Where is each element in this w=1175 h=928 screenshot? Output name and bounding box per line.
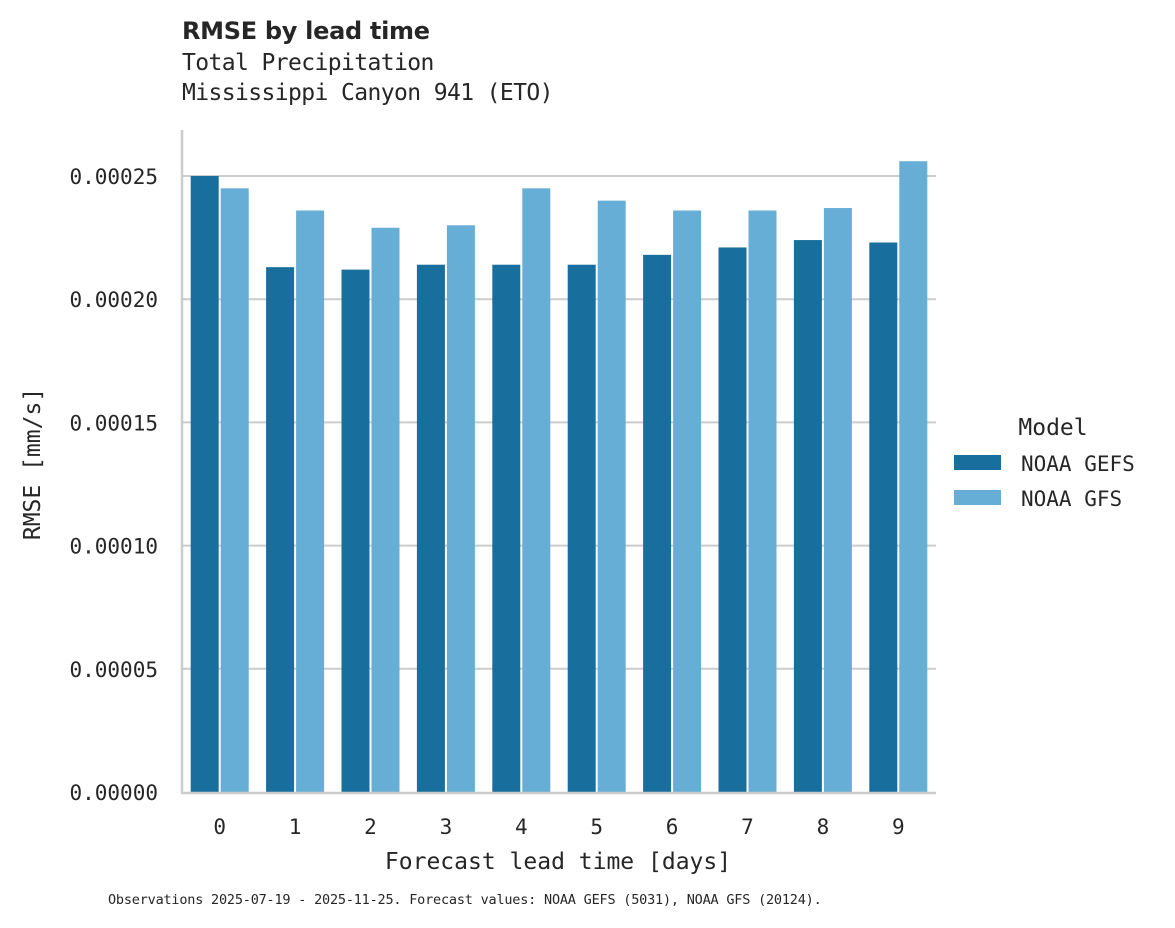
bar-noaa-gefs	[341, 269, 370, 793]
x-tick-label: 5	[590, 815, 603, 839]
x-tick-label: 7	[741, 815, 754, 839]
bar-noaa-gfs	[371, 227, 400, 792]
bar-noaa-gefs	[492, 264, 521, 793]
bar-noaa-gfs	[673, 210, 702, 793]
x-tick-label: 2	[364, 815, 377, 839]
y-tick-label: 0.00025	[69, 165, 158, 189]
legend-label-gfs: NOAA GFS	[1021, 487, 1122, 511]
bar-noaa-gfs	[296, 210, 325, 793]
bars	[190, 161, 928, 793]
y-tick-label: 0.00010	[69, 535, 158, 559]
chart-title: RMSE by lead time	[182, 17, 430, 45]
y-tick-label: 0.00005	[69, 658, 158, 682]
bar-noaa-gefs	[567, 264, 596, 793]
footnote: Observations 2025-07-19 - 2025-11-25. Fo…	[108, 892, 822, 908]
y-tick-label: 0.00000	[69, 781, 158, 805]
legend: Model NOAA GEFS NOAA GFS	[954, 415, 1135, 511]
x-tick-label: 8	[817, 815, 830, 839]
legend-label-gefs: NOAA GEFS	[1021, 452, 1135, 476]
bar-noaa-gefs	[266, 267, 295, 793]
bar-noaa-gfs	[220, 188, 249, 792]
bar-noaa-gefs	[869, 242, 898, 792]
legend-title: Model	[1018, 415, 1087, 441]
x-tick-labels: 0 1 2 3 4 5 6 7 8 9	[213, 815, 904, 839]
bar-noaa-gfs	[748, 210, 777, 793]
x-tick-label: 3	[440, 815, 453, 839]
gridlines	[182, 175, 936, 670]
bar-noaa-gfs	[823, 208, 852, 793]
legend-swatch-gfs	[954, 490, 1001, 505]
bar-noaa-gfs	[597, 200, 626, 792]
y-tick-label: 0.00020	[69, 288, 158, 312]
x-tick-label: 4	[515, 815, 528, 839]
bar-noaa-gfs	[522, 188, 551, 792]
chart-subtitle-location: Mississippi Canyon 941 (ETO)	[182, 80, 554, 106]
bar-noaa-gefs	[190, 176, 219, 792]
bar-noaa-gefs	[718, 247, 747, 792]
axes	[180, 130, 936, 795]
y-tick-label: 0.00015	[69, 411, 158, 435]
x-tick-label: 6	[666, 815, 679, 839]
x-tick-label: 1	[289, 815, 302, 839]
chart-subtitle-variable: Total Precipitation	[182, 50, 434, 76]
y-axis-label: RMSE [mm/s]	[20, 388, 46, 540]
x-axis-label: Forecast lead time [days]	[385, 849, 731, 875]
bar-noaa-gefs	[793, 240, 822, 793]
legend-swatch-gefs	[954, 455, 1001, 470]
bar-noaa-gfs	[446, 225, 475, 792]
x-tick-label: 9	[892, 815, 905, 839]
bar-noaa-gefs	[643, 254, 672, 792]
x-tick-label: 0	[213, 815, 226, 839]
bar-noaa-gfs	[899, 161, 928, 792]
y-tick-labels: 0.00000 0.00005 0.00010 0.00015 0.00020 0.000…	[69, 165, 158, 805]
bar-noaa-gefs	[416, 264, 445, 793]
